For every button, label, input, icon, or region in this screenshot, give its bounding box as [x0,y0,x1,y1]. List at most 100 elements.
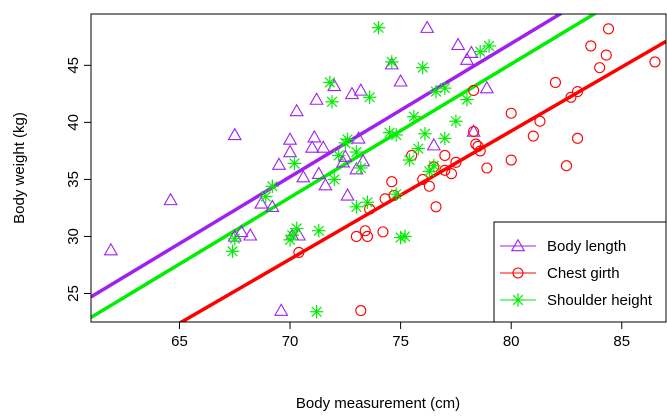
point-shoulder-height-28 [402,153,417,167]
point-shoulder-height-5 [285,228,299,243]
point-shoulder-height-24 [389,128,403,142]
point-body-length-0 [103,242,119,256]
point-shoulder-height-16 [349,200,364,214]
point-body-length-39 [479,80,495,94]
point-body-length-13 [289,103,304,117]
point-chest-girth-20 [468,125,480,138]
point-shoulder-height-34 [427,158,441,173]
point-body-length-20 [316,140,331,153]
point-body-length-32 [393,73,408,87]
point-chest-girth-3 [359,225,371,237]
point-chest-girth-16 [439,149,451,162]
point-chest-girth-25 [505,154,517,166]
point-body-length-36 [459,52,475,65]
point-shoulder-height-31 [415,60,430,75]
point-shoulder-height-37 [438,131,452,146]
legend-marker-chest-girth [512,267,524,279]
point-shoulder-height-10 [323,75,337,90]
point-chest-girth-11 [417,173,429,185]
point-shoulder-height-36 [438,81,452,95]
point-body-length-19 [311,166,326,179]
point-body-length-8 [271,157,287,170]
point-shoulder-height-19 [360,195,375,209]
point-body-length-6 [254,196,269,209]
x-axis-label: Body measurement (cm) [296,395,460,412]
point-chest-girth-9 [388,189,400,201]
point-shoulder-height-12 [327,172,342,187]
point-chest-girth-36 [594,62,606,74]
point-body-length-2 [227,127,242,141]
point-shoulder-height-6 [287,156,302,171]
point-body-length-22 [327,78,342,92]
point-body-length-7 [265,199,280,213]
y-tick-label: 35 [65,171,82,188]
point-chest-girth-28 [534,115,546,127]
point-chest-girth-19 [468,84,480,96]
point-chest-girth-15 [439,164,451,176]
x-tick-label: 70 [282,333,299,350]
point-chest-girth-24 [481,162,493,174]
point-shoulder-height-8 [309,304,324,319]
x-axis: 65 70 75 80 85 [171,322,630,350]
point-shoulder-height-39 [460,92,474,107]
point-body-length-28 [351,130,366,144]
y-tick-label: 40 [65,114,82,131]
point-shoulder-height-13 [331,148,346,163]
point-chest-girth-27 [527,130,539,142]
fit-line-shoulder-height [91,14,598,319]
point-chest-girth-8 [386,176,398,188]
point-chest-girth-0 [293,246,305,258]
point-shoulder-height-17 [349,145,364,159]
point-shoulder-height-38 [449,114,463,128]
y-tick-label: 45 [65,57,82,74]
point-shoulder-height-25 [389,187,403,201]
point-shoulder-height-20 [362,90,377,105]
point-chest-girth-38 [602,23,615,35]
point-body-length-11 [282,132,298,145]
legend-label-chest-girth: Chest girth [547,265,620,282]
point-chest-girth-6 [377,226,389,238]
x-tick-label: 65 [171,333,188,350]
point-body-length-18 [309,92,324,105]
point-chest-girth-34 [571,86,584,98]
point-body-length-25 [340,188,355,201]
point-body-length-29 [353,83,369,96]
y-axis-label: Body weight (kg) [11,112,28,224]
point-shoulder-height-11 [325,95,339,109]
point-body-length-21 [318,177,333,191]
point-body-length-15 [296,169,311,183]
y-axis: 25 30 35 40 45 [65,57,91,302]
point-chest-girth-18 [450,156,462,168]
point-shoulder-height-32 [418,127,432,141]
point-body-length-31 [384,56,399,70]
point-chest-girth-37 [600,49,612,61]
point-shoulder-height-0 [225,244,240,259]
point-body-length-14 [291,227,307,241]
point-body-length-17 [307,129,322,143]
point-chest-girth-23 [474,145,486,157]
point-chest-girth-31 [560,160,573,172]
plot-frame [90,13,667,323]
point-chest-girth-32 [565,91,577,103]
point-body-length-4 [234,224,249,238]
point-chest-girth-33 [571,132,584,144]
point-shoulder-height-1 [228,231,242,246]
point-chest-girth-2 [355,305,367,317]
point-shoulder-height-2 [258,189,273,204]
point-body-length-33 [419,20,435,33]
point-shoulder-height-29 [407,109,421,124]
point-shoulder-height-27 [398,229,412,244]
fit-line-body-length [91,14,564,299]
point-body-length-1 [163,192,178,206]
point-chest-girth-30 [549,76,561,88]
point-body-length-26 [344,86,360,100]
point-shoulder-height-9 [312,223,326,238]
legend-marker-body-length [510,238,526,252]
x-tick-label: 75 [392,333,409,350]
point-chest-girth-39 [649,56,661,68]
point-chest-girth-12 [423,180,435,192]
point-shoulder-height-15 [340,132,355,147]
point-shoulder-height-23 [385,55,399,69]
point-chest-girth-1 [350,230,362,242]
